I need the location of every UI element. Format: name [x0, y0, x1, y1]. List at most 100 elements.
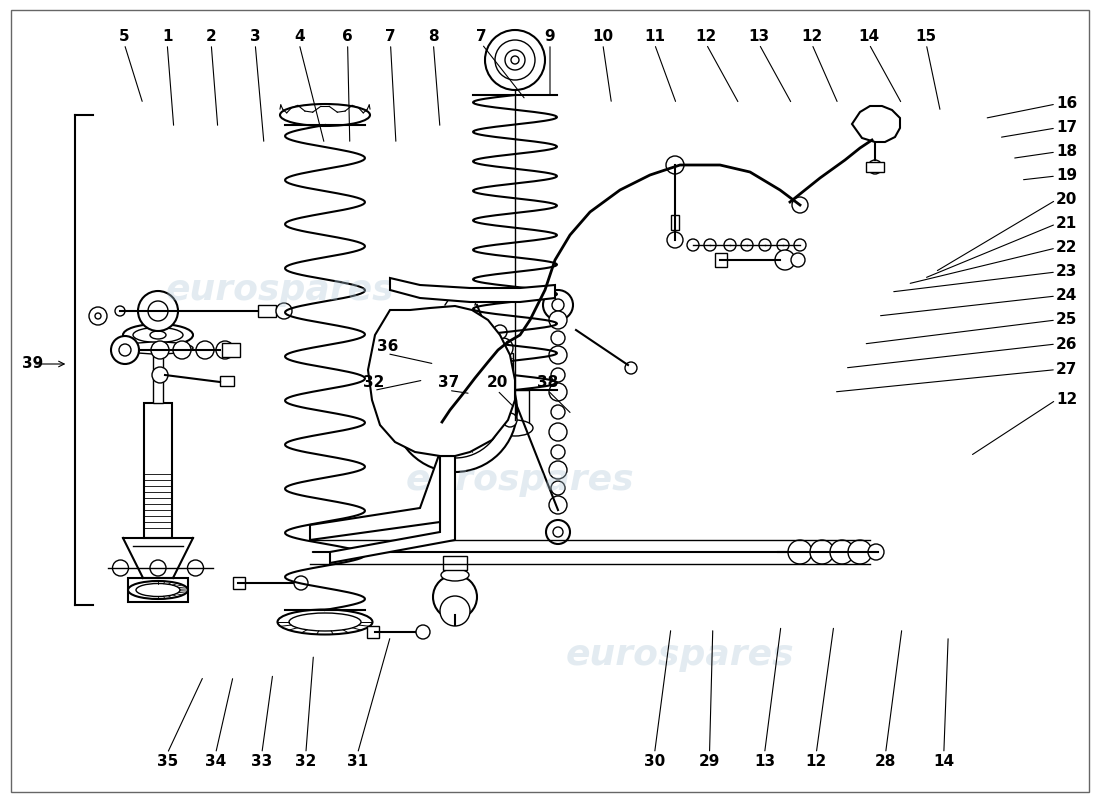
Bar: [671, 215, 679, 230]
Circle shape: [551, 445, 565, 459]
Text: 9: 9: [544, 29, 556, 44]
Circle shape: [393, 348, 517, 472]
Circle shape: [810, 540, 834, 564]
Circle shape: [549, 311, 566, 329]
Text: 14: 14: [933, 754, 955, 769]
Bar: [715, 253, 727, 267]
Ellipse shape: [280, 104, 370, 126]
Circle shape: [688, 239, 698, 251]
Circle shape: [868, 544, 884, 560]
Text: 12: 12: [805, 754, 827, 769]
Ellipse shape: [123, 324, 192, 346]
Polygon shape: [330, 456, 455, 563]
Text: 36: 36: [376, 338, 398, 354]
Bar: [233, 577, 245, 589]
Circle shape: [505, 50, 525, 70]
Text: 7: 7: [385, 29, 396, 44]
Text: 20: 20: [1056, 193, 1077, 207]
Bar: [443, 556, 468, 570]
Circle shape: [788, 540, 812, 564]
Circle shape: [704, 239, 716, 251]
Circle shape: [551, 368, 565, 382]
Circle shape: [794, 239, 806, 251]
Circle shape: [407, 362, 503, 458]
Text: 16: 16: [1056, 97, 1077, 111]
Text: 5: 5: [119, 29, 130, 44]
Bar: [128, 578, 188, 602]
Circle shape: [551, 405, 565, 419]
Circle shape: [495, 40, 535, 80]
Text: 22: 22: [1056, 241, 1078, 255]
Text: 6: 6: [342, 29, 353, 44]
Text: 18: 18: [1056, 145, 1077, 159]
Text: 30: 30: [644, 754, 666, 769]
Circle shape: [403, 325, 417, 339]
Circle shape: [148, 301, 168, 321]
Circle shape: [485, 30, 544, 90]
Text: 20: 20: [486, 375, 508, 390]
Circle shape: [830, 540, 854, 564]
Circle shape: [549, 383, 566, 401]
Text: 35: 35: [156, 754, 178, 769]
Circle shape: [848, 540, 872, 564]
Circle shape: [294, 576, 308, 590]
Circle shape: [512, 56, 519, 64]
Bar: [500, 390, 529, 425]
Ellipse shape: [497, 420, 534, 436]
Text: 32: 32: [295, 754, 317, 769]
Text: 32: 32: [363, 375, 385, 390]
Text: 2: 2: [206, 29, 217, 44]
Circle shape: [503, 413, 517, 427]
Text: 38: 38: [537, 375, 559, 390]
Polygon shape: [852, 106, 900, 142]
Text: 28: 28: [874, 754, 896, 769]
Circle shape: [424, 378, 487, 442]
Circle shape: [89, 307, 107, 325]
Circle shape: [187, 560, 204, 576]
Circle shape: [138, 291, 178, 331]
Text: 23: 23: [1056, 265, 1077, 279]
Circle shape: [549, 461, 566, 479]
Text: 26: 26: [1056, 337, 1078, 351]
Circle shape: [216, 341, 234, 359]
Circle shape: [111, 336, 139, 364]
Circle shape: [776, 250, 795, 270]
Circle shape: [552, 299, 564, 311]
Polygon shape: [368, 306, 515, 456]
Circle shape: [791, 253, 805, 267]
Text: 15: 15: [915, 29, 937, 44]
Text: 8: 8: [428, 29, 439, 44]
Text: 11: 11: [644, 29, 666, 44]
Circle shape: [173, 341, 191, 359]
Text: 13: 13: [754, 754, 776, 769]
Circle shape: [546, 520, 570, 544]
Circle shape: [666, 156, 684, 174]
Polygon shape: [310, 452, 455, 540]
Circle shape: [196, 341, 214, 359]
Bar: [493, 353, 513, 378]
Circle shape: [868, 160, 882, 174]
Circle shape: [95, 313, 101, 319]
Text: 13: 13: [748, 29, 770, 44]
Text: eurospares: eurospares: [565, 638, 794, 672]
Circle shape: [792, 197, 808, 213]
Circle shape: [150, 560, 166, 576]
Circle shape: [759, 239, 771, 251]
Text: 1: 1: [162, 29, 173, 44]
Circle shape: [416, 625, 430, 639]
Text: 37: 37: [438, 375, 460, 390]
Circle shape: [777, 239, 789, 251]
Circle shape: [543, 290, 573, 320]
Circle shape: [493, 325, 507, 339]
Circle shape: [870, 114, 890, 134]
Ellipse shape: [123, 342, 192, 354]
Circle shape: [112, 560, 129, 576]
Text: 10: 10: [592, 29, 614, 44]
Bar: [222, 343, 240, 357]
Circle shape: [549, 496, 566, 514]
Text: 39: 39: [22, 357, 44, 371]
Ellipse shape: [277, 610, 373, 634]
Text: eurospares: eurospares: [406, 463, 635, 497]
Circle shape: [440, 596, 470, 626]
Text: 12: 12: [1056, 393, 1077, 407]
